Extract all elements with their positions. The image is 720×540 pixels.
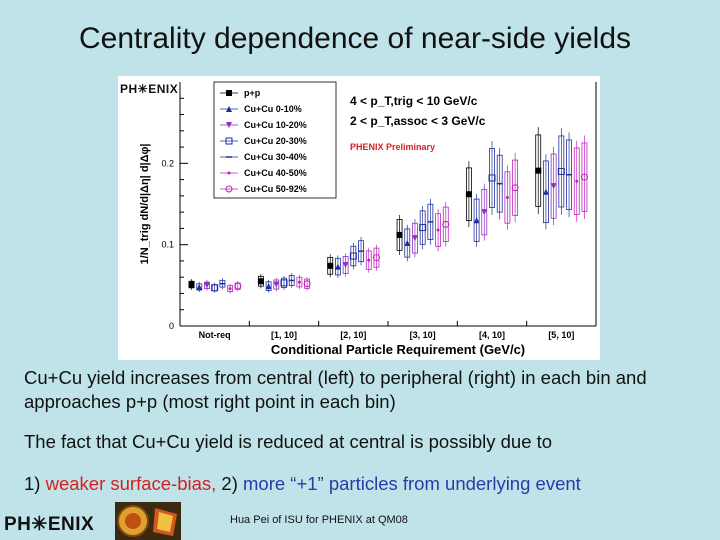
annotation-preliminary: PHENIX Preliminary <box>350 142 435 152</box>
phenix-footer-logo: PH✳ENIX <box>4 514 95 535</box>
legend-label: Cu+Cu 50-92% <box>244 184 307 194</box>
data-point <box>297 280 301 284</box>
x-tick-label: [4, 10] <box>479 330 505 340</box>
data-point <box>196 283 203 290</box>
point1-number: 1) <box>24 473 41 494</box>
data-point <box>411 235 418 242</box>
data-point <box>535 167 542 174</box>
data-point <box>211 284 219 292</box>
qm08-emblem-icon <box>115 502 181 540</box>
data-point <box>419 224 427 232</box>
phenix-plot-logo: PH✳ENIX <box>120 82 179 96</box>
legend-label: Cu+Cu 40-50% <box>244 168 307 178</box>
data-point <box>396 231 403 238</box>
y-axis-label: 1/N_trig dN/d|Δη| d|Δφ| <box>139 144 151 265</box>
data-point <box>465 191 472 198</box>
data-point <box>280 279 288 287</box>
data-point <box>481 209 488 216</box>
data-point <box>188 281 195 288</box>
point2-text: more “+1” particles from underlying even… <box>243 473 581 494</box>
data-point <box>557 167 565 175</box>
chart-panel: 0 0.1 0.2 1/N_trig dN/d|Δη| d|Δφ| Not-req [1,… <box>118 76 600 360</box>
slide-title: Centrality dependence of near-side yield… <box>79 22 631 55</box>
data-point <box>404 240 411 247</box>
legend-label: Cu+Cu 30-40% <box>244 152 307 162</box>
data-point <box>505 195 509 199</box>
x-tick-label: [3, 10] <box>410 330 436 340</box>
data-point <box>228 287 232 291</box>
footer-credit: Hua Pei of ISU for PHENIX at QM08 <box>230 514 408 526</box>
legend-marker <box>225 185 233 193</box>
x-tick-label: Not-req <box>199 330 231 340</box>
paragraph-reasons: 1) weaker surface-bias, 2) more “+1” par… <box>24 472 704 496</box>
data-point <box>542 188 549 195</box>
x-tick-label: [2, 10] <box>340 330 366 340</box>
y-tick-label: 0.1 <box>161 240 174 250</box>
legend-label: Cu+Cu 0-10% <box>244 104 302 114</box>
data-point <box>436 228 440 232</box>
legend-label: Cu+Cu 20-30% <box>244 136 307 146</box>
legend-marker <box>225 137 233 145</box>
legend-label: p+p <box>244 88 261 98</box>
data-point <box>273 281 280 288</box>
data-point <box>372 254 380 262</box>
data-point <box>257 278 264 285</box>
data-point <box>234 282 242 290</box>
data-point <box>367 258 371 262</box>
data-point <box>511 184 519 192</box>
data-point <box>303 280 311 288</box>
point1-text: weaker surface-bias, <box>45 473 217 494</box>
data-point <box>442 220 450 228</box>
data-point <box>265 283 272 290</box>
data-point <box>349 252 357 260</box>
annotation-kinematics: 2 < p_T,assoc < 3 GeV/c <box>350 114 486 128</box>
data-point <box>580 173 588 181</box>
legend-marker <box>226 122 232 128</box>
x-axis-label: Conditional Particle Requirement (GeV/c) <box>271 342 525 357</box>
data-point <box>342 262 349 268</box>
annotation-kinematics: 4 < p_T,trig < 10 GeV/c <box>350 94 478 108</box>
data-point <box>550 183 557 190</box>
x-tick-label: [1, 10] <box>271 330 297 340</box>
legend-marker <box>226 90 232 96</box>
data-point <box>488 174 496 182</box>
y-tick-label: 0.2 <box>161 158 174 168</box>
legend-marker <box>227 171 231 175</box>
chart-svg: 0 0.1 0.2 1/N_trig dN/d|Δη| d|Δφ| Not-req [1,… <box>139 81 597 357</box>
y-tick-label: 0 <box>169 321 174 331</box>
legend-label: Cu+Cu 10-20% <box>244 120 307 130</box>
point2-number: 2) <box>221 473 238 494</box>
x-tick-label: [5, 10] <box>548 330 574 340</box>
data-point <box>334 263 341 270</box>
paragraph-yield-trend: Cu+Cu yield increases from central (left… <box>24 367 647 412</box>
legend-marker <box>226 106 232 112</box>
data-point <box>575 179 579 183</box>
legend-box <box>213 81 337 199</box>
data-point <box>327 262 334 269</box>
data-point <box>203 282 210 289</box>
data-point <box>473 217 480 224</box>
paragraph-reason-intro: The fact that Cu+Cu yield is reduced at … <box>24 431 553 452</box>
